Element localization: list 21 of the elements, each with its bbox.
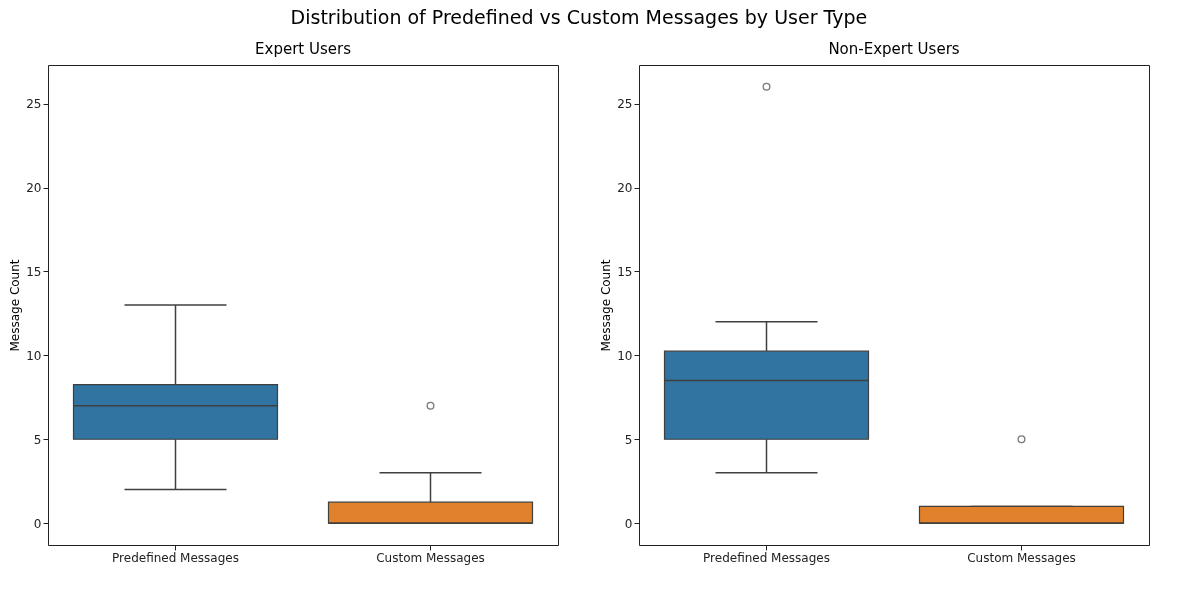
y-tick-label: 25 [26,97,42,112]
text: Distribution of Predefined vs Custom Messages by User Type [290,5,868,28]
y-tick-label: 5 [624,432,633,447]
x-tick-label: Custom Messages [376,550,485,565]
x-tick-label: Predefined Messages [112,550,239,565]
x-tick-label: Predefined Messages [703,550,830,565]
chart-title: Non-Expert Users [828,40,960,58]
y-tick-label: 0 [624,516,633,531]
y-tick-label: 15 [617,264,633,279]
y-axis-title: Message Count [8,259,23,352]
chart-title: Expert Users [255,40,352,58]
y-tick-label: 15 [26,264,42,279]
y-axis-title: Message Count [599,259,614,352]
y-tick-label: 20 [617,181,633,196]
y-tick-label: 10 [26,348,42,363]
x-tick-label: Custom Messages [967,550,1076,565]
y-tick-label: 20 [26,181,42,196]
y-tick-label: 0 [33,516,42,531]
y-tick-label: 25 [617,97,633,112]
y-tick-label: 10 [617,348,633,363]
y-tick-label: 5 [33,432,42,447]
